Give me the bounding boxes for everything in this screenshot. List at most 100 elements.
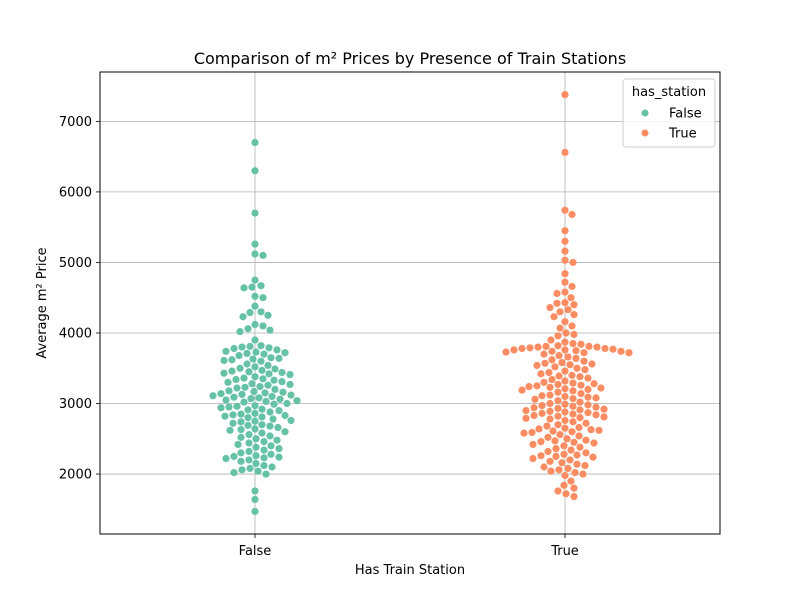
point-false — [217, 404, 225, 412]
point-true — [538, 402, 546, 410]
point-true — [564, 306, 572, 314]
point-false — [264, 361, 272, 370]
point-true — [569, 410, 577, 418]
point-true — [576, 443, 584, 451]
point-true — [573, 460, 581, 468]
point-true — [554, 487, 562, 495]
point-false — [269, 415, 277, 423]
point-true — [569, 394, 577, 403]
point-true — [558, 459, 566, 467]
point-true — [562, 329, 570, 337]
y-tick-label: 5000 — [59, 256, 92, 271]
point-false — [261, 389, 269, 397]
point-true — [522, 414, 530, 422]
point-true — [555, 466, 563, 474]
point-true — [579, 470, 587, 478]
point-false — [252, 443, 260, 451]
point-false — [240, 374, 248, 382]
point-false — [237, 433, 245, 441]
point-true — [553, 299, 561, 307]
point-false — [275, 445, 283, 453]
point-true — [581, 461, 589, 470]
y-tick-label: 2000 — [59, 468, 92, 483]
point-false — [225, 387, 233, 395]
point-false — [233, 402, 241, 410]
point-true — [576, 398, 584, 406]
point-true — [561, 385, 569, 393]
point-true — [552, 445, 560, 453]
point-false — [275, 354, 283, 362]
point-true — [535, 425, 543, 433]
point-false — [225, 403, 233, 411]
point-false — [222, 347, 230, 355]
point-true — [558, 359, 566, 367]
point-false — [230, 452, 238, 461]
point-true — [529, 454, 537, 463]
point-true — [561, 471, 569, 480]
point-false — [226, 426, 234, 434]
point-true — [564, 464, 572, 473]
point-false — [275, 453, 283, 461]
y-axis-label: Average m² Price — [35, 247, 50, 358]
point-true — [577, 381, 585, 389]
point-false — [262, 397, 270, 405]
point-false — [229, 411, 237, 419]
point-true — [529, 440, 537, 449]
point-false — [266, 326, 274, 334]
point-false — [251, 250, 259, 258]
point-false — [260, 350, 268, 358]
point-false — [271, 385, 279, 394]
point-true — [566, 456, 574, 464]
point-false — [234, 440, 242, 449]
point-false — [286, 370, 294, 379]
point-false — [257, 357, 265, 365]
point-false — [268, 392, 276, 401]
point-false — [265, 344, 273, 352]
point-true — [576, 373, 584, 381]
point-true — [554, 388, 562, 396]
point-false — [252, 459, 260, 468]
point-true — [547, 467, 555, 475]
point-true — [540, 350, 548, 358]
point-true — [561, 237, 569, 245]
point-false — [245, 368, 253, 376]
legend: has_station False True — [622, 78, 716, 148]
point-false — [220, 356, 228, 365]
point-false — [278, 378, 286, 386]
point-true — [582, 449, 590, 457]
point-false — [256, 382, 264, 391]
point-true — [544, 433, 552, 441]
point-true — [555, 351, 563, 360]
point-true — [542, 342, 550, 350]
point-true — [546, 303, 554, 312]
point-false — [245, 456, 253, 464]
point-false — [267, 442, 275, 450]
point-false — [244, 421, 252, 429]
point-true — [573, 364, 581, 372]
chart-title: Comparison of m² Prices by Presence of T… — [194, 49, 626, 68]
point-false — [241, 383, 249, 391]
point-false — [251, 302, 259, 310]
point-false — [293, 397, 301, 405]
point-true — [562, 490, 570, 498]
point-true — [554, 404, 562, 413]
point-false — [237, 449, 245, 457]
point-true — [577, 340, 585, 348]
point-false — [246, 342, 254, 350]
point-false — [270, 376, 278, 384]
point-true — [584, 393, 592, 401]
point-true — [570, 484, 578, 492]
point-false — [270, 400, 278, 408]
point-true — [548, 375, 556, 384]
point-true — [561, 90, 569, 99]
point-false — [267, 354, 275, 362]
point-true — [555, 372, 563, 380]
point-false — [274, 423, 282, 432]
point-false — [209, 392, 217, 400]
point-false — [237, 457, 245, 465]
point-true — [595, 426, 603, 434]
point-false — [278, 368, 286, 377]
point-false — [262, 470, 270, 478]
legend-marker-true — [641, 129, 649, 137]
plot-frame — [99, 71, 721, 535]
